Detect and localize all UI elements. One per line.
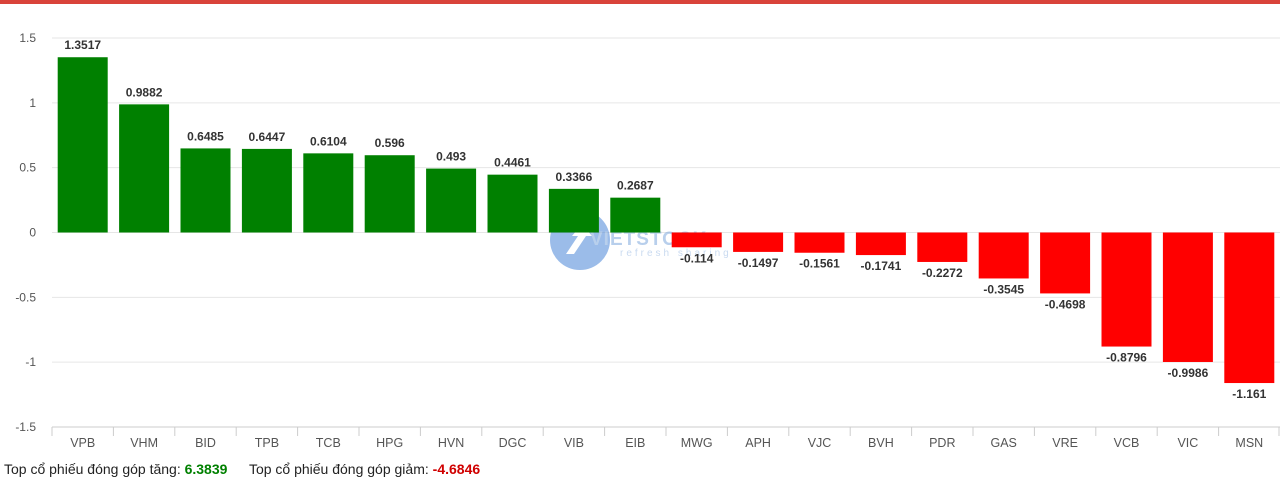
y-tick-label: 0.5 (19, 161, 36, 175)
data-label-vre: -0.4698 (1045, 297, 1086, 311)
bar-vcb[interactable] (1101, 232, 1152, 347)
watermark-tagline: refresh sharing (620, 248, 732, 259)
x-tick-label-tcb: TCB (316, 436, 341, 450)
x-tick-label-vic: VIC (1177, 436, 1198, 450)
bar-tpb[interactable] (241, 148, 292, 233)
down-contribution-value: -4.6846 (432, 461, 481, 477)
x-tick-label-aph: APH (745, 436, 771, 450)
y-tick-label: 1.5 (19, 31, 36, 45)
contribution-bar-chart: 1.510.50-0.5-1-1.5 VIETSTOCK refresh sha… (15, 31, 1280, 450)
data-label-tpb: 0.6447 (249, 130, 286, 144)
bar-vjc[interactable] (794, 232, 845, 253)
x-tick-label-msn: MSN (1235, 436, 1263, 450)
data-label-vjc: -0.1561 (799, 257, 840, 271)
bar-vpb[interactable] (57, 57, 108, 233)
x-tick-label-dgc: DGC (499, 436, 527, 450)
data-label-pdr: -0.2272 (922, 266, 963, 280)
data-label-bid: 0.6485 (187, 129, 224, 143)
x-tick-label-bvh: BVH (868, 436, 894, 450)
y-tick-label: -0.5 (15, 290, 36, 304)
bars (57, 57, 1275, 384)
y-tick-label: -1.5 (15, 420, 36, 434)
bar-vhm[interactable] (119, 104, 170, 233)
bar-hvn[interactable] (426, 168, 477, 233)
x-tick-label-vhm: VHM (130, 436, 158, 450)
y-tick-label: 0 (29, 226, 36, 240)
data-label-mwg: -0.114 (680, 251, 714, 265)
x-tick-label-tpb: TPB (255, 436, 279, 450)
bar-aph[interactable] (733, 232, 784, 252)
contribution-summary: Top cổ phiếu đóng góp tăng: 6.3839 Top c… (4, 461, 480, 477)
top-accent-bar (0, 0, 1280, 4)
grid-lines (52, 37, 1280, 363)
bar-vib[interactable] (548, 188, 599, 233)
bar-tcb[interactable] (303, 153, 354, 233)
x-tick-label-vjc: VJC (808, 436, 832, 450)
data-label-aph: -0.1497 (738, 256, 779, 270)
down-contribution-label: Top cổ phiếu đóng góp giảm: (248, 461, 429, 477)
x-tick-label-eib: EIB (625, 436, 645, 450)
data-label-vic: -0.9986 (1168, 366, 1209, 380)
bar-mwg[interactable] (671, 232, 722, 248)
y-tick-label: -1 (25, 355, 36, 369)
data-label-tcb: 0.6104 (310, 134, 347, 148)
bar-msn[interactable] (1224, 232, 1275, 384)
bar-bvh[interactable] (855, 232, 906, 256)
data-label-vpb: 1.3517 (64, 38, 101, 52)
data-label-hvn: 0.493 (436, 150, 466, 164)
bar-bid[interactable] (180, 148, 231, 233)
x-tick-label-hpg: HPG (376, 436, 403, 450)
data-label-dgc: 0.4461 (494, 156, 531, 170)
x-tick-label-pdr: PDR (929, 436, 955, 450)
x-tick-label-gas: GAS (990, 436, 1016, 450)
bar-vic[interactable] (1162, 232, 1213, 362)
x-tick-label-bid: BID (195, 436, 216, 450)
x-tick-label-hvn: HVN (438, 436, 464, 450)
data-label-gas: -0.3545 (983, 282, 1024, 296)
data-label-vib: 0.3366 (556, 170, 593, 184)
bar-pdr[interactable] (917, 232, 968, 262)
data-label-bvh: -0.1741 (861, 259, 902, 273)
y-tick-label: 1 (29, 96, 36, 110)
x-tick-label-vcb: VCB (1114, 436, 1140, 450)
x-tick-label-mwg: MWG (681, 436, 713, 450)
x-tick-label-vre: VRE (1052, 436, 1078, 450)
bar-gas[interactable] (978, 232, 1029, 279)
x-axis: VPB VHM BID TPB TCB HPG HVN DGC VIB EIB MWG APH VJC B… (51, 426, 1280, 450)
data-label-vhm: 0.9882 (126, 85, 163, 99)
data-label-eib: 0.2687 (617, 179, 654, 193)
up-contribution-label: Top cổ phiếu đóng góp tăng: (4, 461, 181, 477)
y-axis: 1.5 1 0.5 0 -0.5 -1 -1.5 (15, 31, 36, 434)
x-tick-label-vib: VIB (564, 436, 584, 450)
bar-dgc[interactable] (487, 174, 538, 233)
up-contribution-value: 6.3839 (184, 461, 228, 477)
data-labels: 1.3517 0.9882 0.6485 0.6447 0.6104 0.596 0.493… (64, 38, 1266, 401)
data-label-vcb: -0.8796 (1106, 351, 1147, 365)
bar-vre[interactable] (1040, 232, 1091, 294)
bar-hpg[interactable] (364, 155, 415, 233)
x-tick-label-vpb: VPB (70, 436, 95, 450)
data-label-hpg: 0.596 (375, 136, 405, 150)
bar-eib[interactable] (610, 197, 661, 233)
data-label-msn: -1.161 (1232, 387, 1266, 401)
